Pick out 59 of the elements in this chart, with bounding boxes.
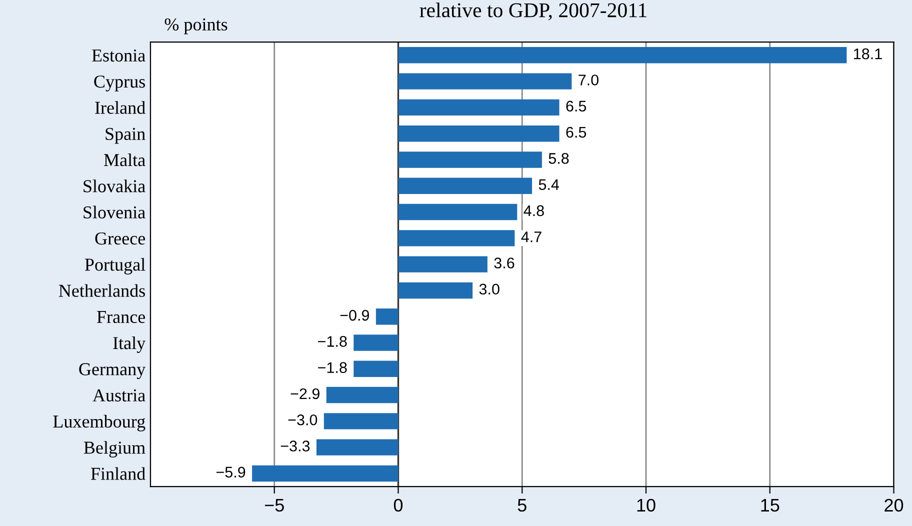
y-tick-label: Ireland — [95, 101, 146, 114]
y-tick-label: France — [97, 311, 145, 324]
data-label: −2.9 — [290, 388, 320, 400]
x-axis-title: % points — [164, 18, 228, 34]
bar — [398, 152, 542, 168]
y-tick-label: Cyprus — [94, 76, 145, 92]
y-tick-label: Luxembourg — [53, 414, 146, 432]
y-tick-label: Estonia — [92, 49, 146, 62]
data-label: 3.6 — [494, 258, 514, 268]
bar — [354, 334, 398, 351]
y-tick-label: Greece — [95, 232, 145, 245]
x-tick-label: 0 — [394, 498, 403, 512]
data-label: 6.5 — [566, 100, 586, 112]
x-tick-label: 10 — [637, 498, 656, 512]
y-tick-label: Germany — [79, 363, 146, 380]
data-label: −3.0 — [288, 414, 318, 426]
x-tick-label: 5 — [518, 499, 526, 512]
data-label: 4.8 — [524, 205, 544, 216]
bar — [326, 386, 398, 404]
data-label: −1.8 — [318, 336, 347, 347]
y-tick-label: Portugal — [84, 258, 146, 274]
y-tick-label: Netherlands — [58, 284, 145, 297]
y-tick-label: Finland — [90, 467, 146, 480]
bar — [252, 465, 398, 482]
y-tick-label: Spain — [106, 128, 146, 144]
x-tick-label: 20 — [884, 498, 904, 512]
data-label: 18.1 — [854, 48, 882, 60]
bar — [324, 413, 398, 430]
y-tick-label: Italy — [113, 336, 146, 353]
bar — [398, 99, 560, 116]
bar — [376, 308, 398, 325]
y-tick-label: Belgium — [84, 441, 146, 458]
y-tick-label: Slovakia — [84, 180, 146, 192]
x-tick-label: −5 — [264, 499, 284, 512]
chart-title: relative to GDP, 2007-2011 — [420, 2, 646, 20]
y-tick-label: Malta — [104, 153, 146, 166]
y-tick-label: Slovenia — [84, 206, 146, 218]
data-label: 3.0 — [479, 284, 500, 295]
data-label: 5.4 — [538, 179, 560, 190]
bar — [354, 360, 398, 377]
bar — [398, 256, 488, 272]
x-tick-label: 15 — [761, 499, 780, 512]
y-tick-label: Austria — [92, 389, 146, 402]
bar — [398, 178, 532, 194]
data-label: −3.3 — [280, 440, 310, 452]
bar — [398, 230, 515, 246]
bar — [398, 125, 560, 142]
bar — [398, 204, 518, 220]
bar — [398, 282, 473, 299]
data-label: −5.9 — [216, 466, 246, 478]
data-label: −1.8 — [318, 362, 347, 373]
data-label: −0.9 — [340, 310, 370, 321]
data-label: 6.5 — [566, 126, 586, 138]
data-label: 5.8 — [548, 153, 569, 164]
bar — [398, 73, 572, 90]
bar — [316, 439, 398, 456]
bar — [398, 47, 847, 64]
data-label: 4.7 — [521, 232, 542, 242]
data-label: 7.0 — [578, 74, 599, 86]
